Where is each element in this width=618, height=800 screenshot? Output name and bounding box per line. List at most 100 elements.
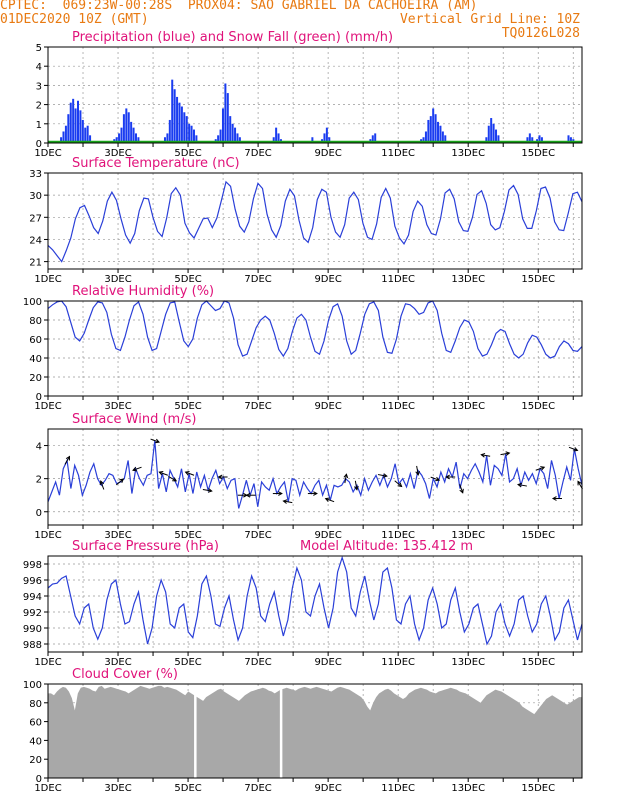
precip-xtick-label: 3DEC [104, 148, 131, 159]
wind-arrow-head [158, 471, 164, 476]
wind-arrow [99, 480, 105, 490]
cloud-xtick-label: 11DEC [381, 783, 415, 794]
rh-ytick-label: 80 [29, 316, 42, 327]
wind-ytick-label: 0 [36, 508, 42, 519]
wind-title: Surface Wind (m/s) [72, 412, 196, 427]
wind-arrow-shaft [100, 480, 105, 490]
wind-arrow-head [119, 478, 125, 483]
wind-arrow [64, 455, 71, 465]
wind-arrow-head [99, 480, 105, 486]
wind-arrow [535, 466, 546, 471]
precip-bar [540, 137, 543, 143]
precip-bar [569, 137, 572, 143]
precip-bar [79, 110, 82, 143]
wind-arrow-head [445, 474, 450, 480]
wind-arrow-shaft [159, 471, 168, 476]
precip-xtick-label: 11DEC [381, 148, 415, 159]
pres-xtick-label: 3DEC [104, 657, 131, 668]
cloud-ytick-label: 20 [29, 755, 42, 766]
temp-ytick-label: 21 [29, 258, 42, 269]
precip-bar [490, 118, 493, 143]
header-line1: CPTEC: 069:23W-00:28S PROX04: SAO GABRIE… [0, 0, 478, 13]
precip-ytick-label: 5 [36, 43, 42, 54]
precip-bar [311, 137, 314, 143]
wind-arrow-head [282, 499, 288, 504]
rh-xtick-label: 11DEC [381, 401, 415, 412]
wind-arrow [282, 499, 293, 504]
wind-arrow-shaft [500, 452, 510, 456]
wind-xtick-label: 5DEC [174, 530, 201, 541]
precip-xtick-label: 9DEC [314, 148, 341, 159]
temp-xtick-label: 15DEC [521, 274, 555, 285]
precip-xtick-label: 7DEC [244, 148, 271, 159]
wind-arrow-head [397, 482, 403, 488]
cloud-xtick-label: 13DEC [451, 783, 485, 794]
precip-xtick-label: 5DEC [174, 148, 201, 159]
precip-bar [195, 135, 198, 143]
pres-ytick-label: 988 [23, 640, 42, 651]
cloud-xtick-label: 7DEC [244, 783, 271, 794]
wind-arrow [415, 465, 420, 476]
precip-bar [492, 123, 495, 143]
wind-ytick-label: 4 [36, 442, 42, 453]
rh-xtick-label: 3DEC [104, 401, 131, 412]
precip-ytick-label: 1 [36, 120, 42, 131]
precip-bar [166, 133, 169, 143]
wind-ytick-label: 2 [36, 475, 42, 486]
wind-arrow [116, 478, 125, 486]
precip-bar [122, 114, 125, 143]
wind-arrow-shaft [430, 476, 440, 481]
temp-xtick-label: 13DEC [451, 274, 485, 285]
precip-bar [62, 131, 65, 143]
precip-bar [76, 100, 79, 143]
cloud-ytick-label: 60 [29, 718, 42, 729]
wind-xtick-label: 11DEC [381, 530, 415, 541]
temp-ytick-label: 27 [29, 213, 42, 224]
wind-arrow [551, 496, 562, 501]
rh-line [47, 300, 583, 359]
wind-arrow-head [207, 488, 213, 493]
wind-arrow-shaft [568, 446, 578, 451]
header-model-code: TQ0126L028 [501, 26, 580, 41]
precip-bar [238, 137, 241, 143]
wind-xtick-label: 3DEC [104, 530, 131, 541]
precip-bar [526, 137, 529, 143]
rh-xtick-label: 1DEC [34, 401, 61, 412]
precip-bar [176, 96, 179, 143]
precip-bar [226, 93, 229, 143]
pres-xtick-label: 11DEC [381, 657, 415, 668]
precip-ytick-label: 4 [36, 62, 42, 73]
precip-bar [72, 98, 75, 143]
cloud-ytick-label: 0 [36, 774, 42, 785]
rh-xtick-label: 5DEC [174, 401, 201, 412]
wind-arrow [307, 491, 318, 496]
precip-bar [277, 133, 280, 143]
precip-bar [178, 102, 181, 143]
rh-ytick-label: 40 [29, 354, 42, 365]
wind-xtick-label: 9DEC [314, 530, 341, 541]
header-date: 01DEC2020 10Z (GMT) [0, 12, 149, 27]
pres-xtick-label: 15DEC [521, 657, 555, 668]
wind-arrow-head [573, 447, 579, 452]
rh-xtick-label: 13DEC [451, 401, 485, 412]
temp-ytick-label: 24 [29, 235, 42, 246]
wind-arrow-head [382, 473, 388, 478]
pres-ytick-label: 998 [23, 560, 42, 571]
precip-ytick-label: 0 [36, 139, 42, 150]
precip-title: Precipitation (blue) and Snow Fall (gree… [72, 30, 393, 45]
precip-bar [323, 133, 326, 143]
precip-xtick-label: 15DEC [521, 148, 555, 159]
wind-arrow [480, 452, 491, 458]
wind-arrow-shaft [354, 480, 358, 490]
pres-annotation: Model Altitude: 135.412 m [300, 539, 473, 554]
wind-arrow [245, 492, 256, 498]
precip-bar [427, 119, 430, 143]
pres-ytick-label: 990 [23, 624, 42, 635]
precip-bar [441, 131, 444, 143]
precip-xtick-label: 13DEC [451, 148, 485, 159]
precip-bar [188, 123, 191, 143]
pres-line [47, 555, 583, 646]
precip-bar [163, 137, 166, 143]
wind-arrow-shaft [344, 474, 347, 484]
rh-xtick-label: 7DEC [244, 401, 271, 412]
